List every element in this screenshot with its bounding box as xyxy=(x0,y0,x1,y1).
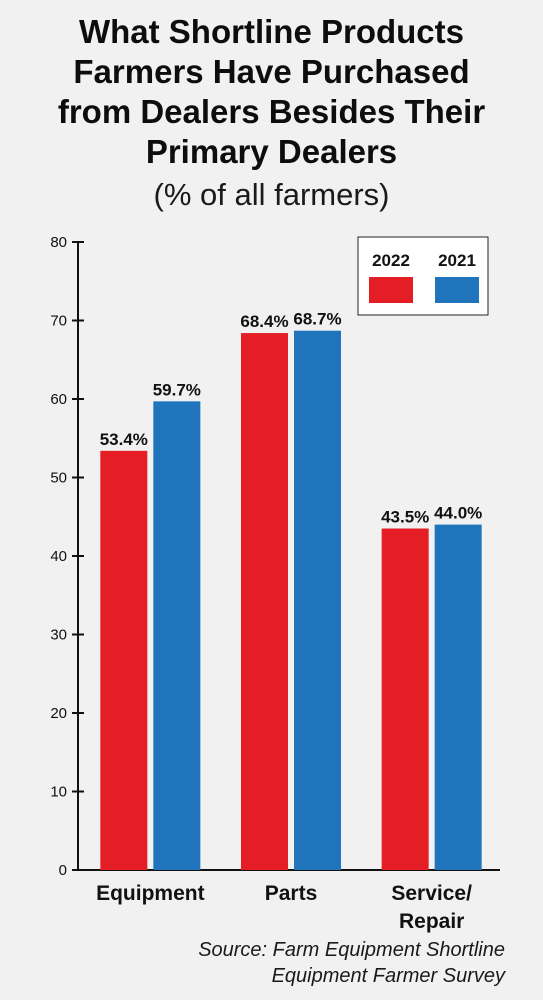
bar-2022-1 xyxy=(241,333,288,870)
chart-subtitle: (% of all farmers) xyxy=(153,177,390,212)
y-tick-label: 50 xyxy=(50,470,67,487)
bar-2021-0 xyxy=(153,401,201,870)
bar-2022-0 xyxy=(100,450,148,870)
y-tick-label: 30 xyxy=(50,627,67,644)
legend-label-2021: 2021 xyxy=(438,251,476,270)
data-label-2022-1: 68.4% xyxy=(240,312,288,331)
data-label-2021-1: 68.7% xyxy=(293,310,341,329)
legend: 2022 2021 xyxy=(357,236,489,316)
x-tick-label: Equipment xyxy=(96,882,205,905)
data-label-2021-0: 59.7% xyxy=(153,380,201,399)
y-tick-label: 60 xyxy=(50,391,67,408)
legend-box xyxy=(357,236,489,316)
y-tick-label: 70 xyxy=(50,313,67,330)
bar-2022-2 xyxy=(381,528,429,870)
x-tick-label: Service/ xyxy=(391,882,472,905)
chart-title: What Shortline Products Farmers Have Pur… xyxy=(57,13,486,170)
y-axis: 0 10 20 30 40 50 60 70 80 xyxy=(50,234,84,879)
legend-swatch-2021 xyxy=(435,277,479,303)
data-labels: 53.4% 59.7% 68.4% 68.7% 43.5% 44.0% xyxy=(100,310,483,527)
legend-label-2022: 2022 xyxy=(372,251,410,270)
data-label-2022-2: 43.5% xyxy=(381,508,429,527)
y-tick-label: 80 xyxy=(50,234,67,251)
y-tick-label: 0 xyxy=(59,862,67,879)
x-tick-label: Parts xyxy=(265,882,318,905)
y-tick-label: 20 xyxy=(50,705,67,722)
source-note: Source: Farm Equipment Shortline Equipme… xyxy=(198,939,505,987)
y-tick-label: 40 xyxy=(50,548,67,565)
data-label-2021-2: 44.0% xyxy=(434,504,482,523)
x-tick-label: Repair xyxy=(399,910,464,933)
bar-2021-2 xyxy=(434,524,482,870)
bars xyxy=(100,330,482,871)
legend-swatch-2022 xyxy=(369,277,413,303)
bar-2021-1 xyxy=(294,330,341,871)
data-label-2022-0: 53.4% xyxy=(100,430,148,449)
x-axis: Equipment Parts Service/Repair xyxy=(78,869,500,933)
y-tick-label: 10 xyxy=(50,784,67,801)
